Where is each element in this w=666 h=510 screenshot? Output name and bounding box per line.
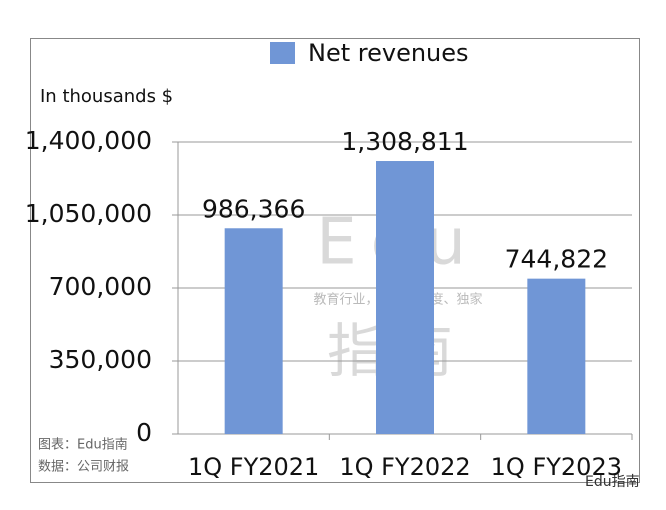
- bar: [224, 228, 283, 434]
- legend-label: Net revenues: [308, 39, 469, 67]
- data-label: 1,308,811: [341, 127, 468, 156]
- bar: [376, 161, 434, 435]
- x-tick-label: 1Q FY2023: [491, 453, 622, 481]
- y-tick-label: 1,050,000: [25, 199, 152, 228]
- y-tick-label: 350,000: [49, 345, 152, 374]
- data-label: 986,366: [202, 194, 305, 223]
- x-tick-label: 1Q FY2021: [188, 453, 319, 481]
- data-label: 744,822: [505, 245, 608, 274]
- y-tick-label: 700,000: [49, 272, 152, 301]
- y-axis-label: In thousands $: [40, 86, 173, 107]
- y-tick-label: 0: [136, 418, 152, 447]
- note: 数据：公司财报: [38, 460, 129, 475]
- brand: Edu指南: [585, 474, 640, 490]
- note: 图表：Edu指南: [38, 437, 128, 453]
- x-tick-label: 1Q FY2022: [339, 453, 470, 481]
- legend-swatch: [270, 42, 295, 64]
- bar: [527, 278, 586, 434]
- y-tick-label: 1,400,000: [25, 126, 152, 155]
